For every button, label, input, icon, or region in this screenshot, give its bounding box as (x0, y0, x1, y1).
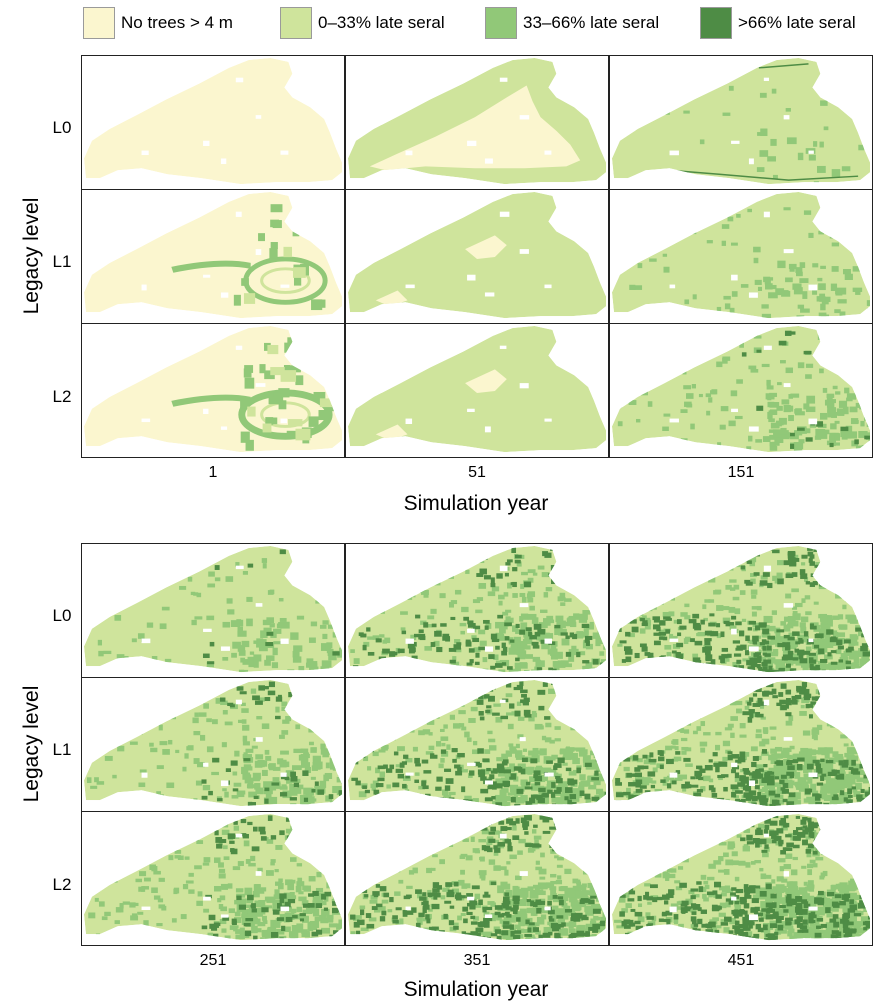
map-svg (83, 813, 343, 941)
map-svg (83, 57, 343, 185)
row-label-top-0: L0 (52, 118, 72, 137)
row-label-bottom-2: L2 (52, 875, 72, 894)
map-svg (83, 325, 343, 453)
map-svg (611, 679, 871, 807)
col-label-bottom-0: 251 (199, 952, 227, 969)
map-cell (345, 543, 609, 678)
map-cell (81, 323, 345, 458)
map-svg (611, 813, 871, 941)
map-cell (345, 189, 609, 324)
map-cell (609, 323, 873, 458)
map-svg (83, 191, 343, 319)
map-cell (81, 55, 345, 190)
legend-item-66-plus: >66% late seral (700, 6, 856, 40)
legend-swatch-no-trees (83, 7, 115, 39)
row-label-bottom-1: L1 (52, 740, 72, 759)
legend-label-no-trees: No trees > 4 m (121, 13, 233, 32)
map-cell (345, 677, 609, 812)
map-svg (347, 191, 607, 319)
map-cell (81, 543, 345, 678)
map-cell (609, 677, 873, 812)
map-cell (345, 323, 609, 458)
map-svg (611, 545, 871, 673)
legend-swatch-33-66 (485, 7, 517, 39)
map-cell (345, 55, 609, 190)
legend-label-0-33: 0–33% late seral (318, 13, 445, 32)
x-axis-title-top: Simulation year (403, 492, 549, 515)
legend-item-0-33: 0–33% late seral (280, 6, 445, 40)
map-svg (347, 679, 607, 807)
map-cell (609, 189, 873, 324)
legend-item-no-trees: No trees > 4 m (83, 6, 233, 40)
map-cell (609, 543, 873, 678)
map-svg (347, 813, 607, 941)
map-cell (81, 811, 345, 946)
y-axis-title-top: Legacy level (20, 197, 43, 315)
map-svg (347, 57, 607, 185)
map-svg (347, 545, 607, 673)
map-cell (81, 677, 345, 812)
map-svg (611, 325, 871, 453)
row-label-bottom-0: L0 (52, 606, 72, 625)
col-label-top-2: 151 (727, 464, 755, 481)
map-svg (611, 191, 871, 319)
col-label-bottom-1: 351 (463, 952, 491, 969)
map-svg (347, 325, 607, 453)
legend-swatch-66-plus (700, 7, 732, 39)
row-label-top-1: L1 (52, 252, 72, 271)
map-svg (83, 679, 343, 807)
col-label-top-0: 1 (208, 464, 218, 481)
legend-label-66-plus: >66% late seral (738, 13, 856, 32)
legend-swatch-0-33 (280, 7, 312, 39)
legend-label-33-66: 33–66% late seral (523, 13, 660, 32)
map-cell (609, 811, 873, 946)
y-axis-title-bottom: Legacy level (20, 685, 43, 803)
map-cell (81, 189, 345, 324)
x-axis-title-bottom: Simulation year (403, 978, 549, 1001)
col-label-bottom-2: 451 (727, 952, 755, 969)
legend-item-33-66: 33–66% late seral (485, 6, 659, 40)
col-label-top-1: 51 (468, 464, 486, 481)
map-svg (611, 57, 871, 185)
map-cell (345, 811, 609, 946)
map-legend: No trees > 4 m 0–33% late seral 33–66% l… (0, 6, 879, 40)
map-svg (83, 545, 343, 673)
row-label-top-2: L2 (52, 387, 72, 406)
map-cell (609, 55, 873, 190)
